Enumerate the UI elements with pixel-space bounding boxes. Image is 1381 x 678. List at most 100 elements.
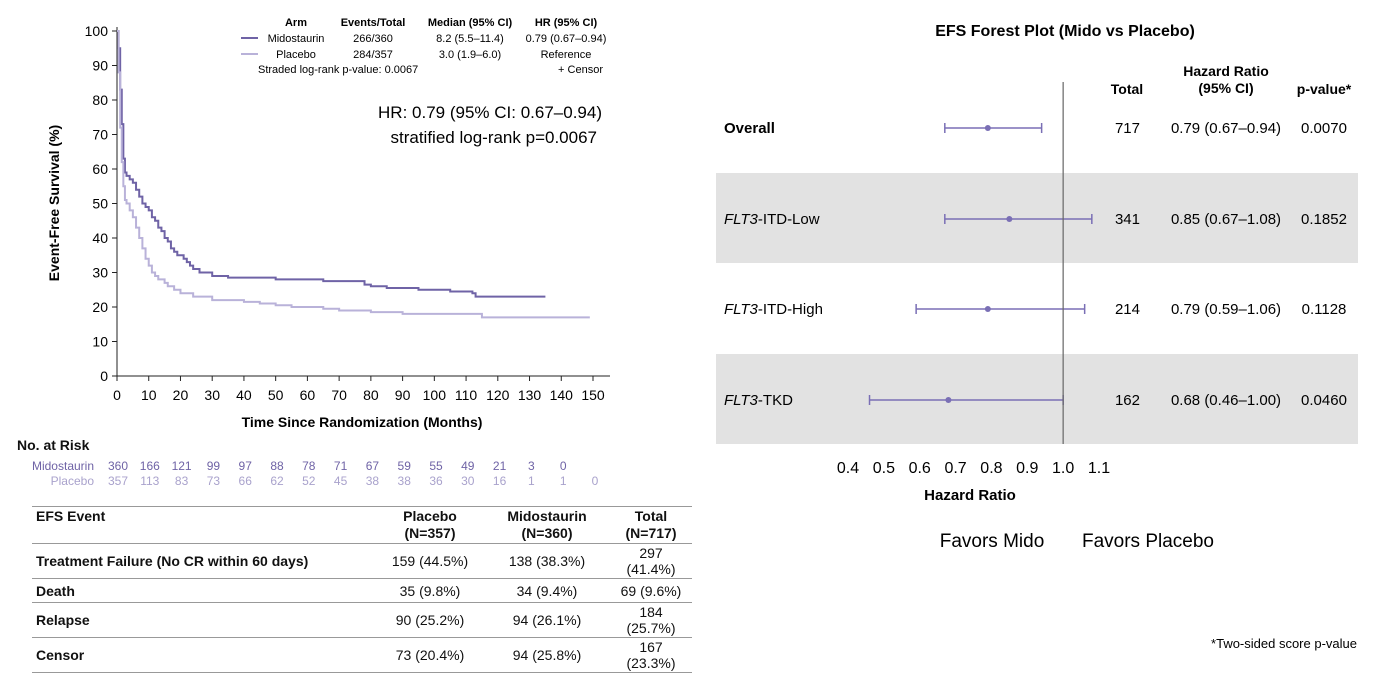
km-x-tick-label: 70 xyxy=(331,387,347,403)
forest-row-hr: 0.68 (0.46–1.00) xyxy=(1171,392,1281,409)
forest-point xyxy=(1006,216,1013,222)
efs-mido-value: 94 (26.1%) xyxy=(484,602,610,638)
forest-row-label: FLT3-ITD-Low xyxy=(724,211,820,228)
forest-col-total: Total xyxy=(1111,81,1143,97)
forest-title: EFS Forest Plot (Mido vs Placebo) xyxy=(935,23,1195,40)
forest-row-label: FLT3-ITD-High xyxy=(724,301,823,318)
legend-placebo-events: 284/357 xyxy=(353,49,393,61)
efs-total-value: 297 (41.4%) xyxy=(610,543,692,579)
forest-band-itd-low xyxy=(716,173,1358,263)
km-x-tick-label: 30 xyxy=(204,387,220,403)
risk-value: 3 xyxy=(528,459,535,473)
km-x-tick-label: 60 xyxy=(300,387,316,403)
risk-value: 83 xyxy=(175,474,189,488)
risk-value: 38 xyxy=(398,474,412,488)
km-x-tick-label: 100 xyxy=(423,387,447,403)
forest-row-total: 341 xyxy=(1115,211,1140,228)
risk-value: 21 xyxy=(493,459,507,473)
forest-x-tick-label: 0.7 xyxy=(944,460,966,477)
forest-x-tick-label: 0.8 xyxy=(980,460,1002,477)
legend-placebo-arm: Placebo xyxy=(276,49,316,61)
efs-total-value: 184 (25.7%) xyxy=(610,602,692,638)
forest-x-tick-label: 1.1 xyxy=(1088,460,1110,477)
legend-mido-events: 266/360 xyxy=(353,33,393,45)
risk-value: 1 xyxy=(528,474,535,488)
risk-value: 30 xyxy=(461,474,475,488)
risk-value: 52 xyxy=(302,474,316,488)
km-legend: Arm Events/Total Median (95% CI) HR (95%… xyxy=(241,17,606,76)
efs-total-value: 167 (23.3%) xyxy=(610,637,692,673)
km-x-tick-label: 120 xyxy=(486,387,510,403)
table-row: Death 35 (9.8%) 34 (9.4%) 69 (9.6%) xyxy=(32,578,692,603)
km-y-tick-label: 20 xyxy=(92,299,108,315)
km-x-tick-label: 50 xyxy=(268,387,284,403)
forest-x-tick-label: 0.5 xyxy=(873,460,895,477)
km-x-tick-label: 90 xyxy=(395,387,411,403)
km-xlabel: Time Since Randomization (Months) xyxy=(242,414,483,430)
risk-value: 36 xyxy=(429,474,443,488)
forest-row-label-suffix: -TKD xyxy=(758,392,793,409)
efs-placebo-value: 73 (20.4%) xyxy=(376,637,484,673)
forest-point xyxy=(984,125,991,131)
risk-label-placebo: Placebo xyxy=(51,474,95,488)
risk-value: 38 xyxy=(366,474,380,488)
efs-event-name: Death xyxy=(32,578,376,603)
efs-placebo-value: 90 (25.2%) xyxy=(376,602,484,638)
km-y-tick-label: 0 xyxy=(100,368,108,384)
risk-value: 121 xyxy=(172,459,192,473)
forest-point xyxy=(945,397,952,403)
efs-mido-value: 34 (9.4%) xyxy=(484,578,610,603)
forest-row-label-suffix: -ITD-Low xyxy=(758,211,820,228)
risk-table: Midostaurin Placebo 360 166 121 99 97 88 78 71 6… xyxy=(32,459,599,488)
forest-col-hr-line2: (95% CI) xyxy=(1198,80,1253,96)
forest-band-tkd xyxy=(716,354,1358,444)
km-ylabel: Event-Free Survival (%) xyxy=(46,125,62,281)
legend-placebo-median: 3.0 (1.9–6.0) xyxy=(439,49,501,61)
table-row: Treatment Failure (No CR within 60 days)… xyxy=(32,543,692,579)
km-y-tick-label: 30 xyxy=(92,265,108,281)
forest-x-tick-label: 1.0 xyxy=(1052,460,1074,477)
forest-col-p: p-value* xyxy=(1297,81,1352,97)
forest-row-p: 0.0460 xyxy=(1301,392,1347,409)
forest-row-label: FLT3-TKD xyxy=(724,392,793,409)
km-chart: 0 10 20 30 40 50 60 70 80 90 100 0 10 20 30 40 50 60 70 80 9… xyxy=(46,17,610,430)
legend-mido-hr: 0.79 (0.67–0.94) xyxy=(526,33,607,45)
km-series-midostaurin xyxy=(117,30,546,298)
efs-header-placebo: Placebo (N=357) xyxy=(376,506,484,544)
efs-header-event: EFS Event xyxy=(32,506,376,544)
km-y-tick-label: 90 xyxy=(92,58,108,74)
forest-row-p: 0.1852 xyxy=(1301,211,1347,228)
risk-value: 62 xyxy=(270,474,284,488)
legend-pvalue: Straded log-rank p-value: 0.0067 xyxy=(258,64,418,76)
risk-value: 66 xyxy=(239,474,253,488)
km-x-tick-label: 110 xyxy=(455,387,478,403)
risk-value: 88 xyxy=(270,459,284,473)
forest-favors-left: Favors Mido xyxy=(940,531,1045,552)
forest-row-total: 717 xyxy=(1115,120,1140,137)
risk-value: 78 xyxy=(302,459,316,473)
efs-total-value: 69 (9.6%) xyxy=(610,578,692,603)
km-x-tick-label: 20 xyxy=(173,387,189,403)
efs-event-name: Relapse xyxy=(32,602,376,638)
km-x-tick-label: 130 xyxy=(518,387,542,403)
forest-x-tick-label: 0.4 xyxy=(837,460,859,477)
efs-placebo-value: 159 (44.5%) xyxy=(376,543,484,579)
forest-footnote: *Two-sided score p-value xyxy=(1211,636,1357,651)
efs-event-table-wrap: EFS Event Placebo (N=357) Midostaurin (N=3… xyxy=(32,506,692,673)
forest-row-label-suffix: -ITD-High xyxy=(758,301,823,318)
risk-value: 16 xyxy=(493,474,507,488)
efs-mido-value: 94 (25.8%) xyxy=(484,637,610,673)
risk-value: 97 xyxy=(239,459,253,473)
efs-event-table: EFS Event Placebo (N=357) Midostaurin (N=3… xyxy=(32,506,692,673)
forest-row-label: Overall xyxy=(724,120,775,137)
forest-row-hr: 0.79 (0.59–1.06) xyxy=(1171,301,1281,318)
risk-value: 0 xyxy=(560,459,567,473)
forest-row-total: 162 xyxy=(1115,392,1140,409)
risk-value: 166 xyxy=(140,459,160,473)
km-y-tick-label: 80 xyxy=(92,92,108,108)
km-y-tick-label: 60 xyxy=(92,161,108,177)
forest-row-p: 0.0070 xyxy=(1301,120,1347,137)
risk-value: 67 xyxy=(366,459,380,473)
risk-value: 45 xyxy=(334,474,348,488)
risk-title: No. at Risk xyxy=(17,437,90,453)
